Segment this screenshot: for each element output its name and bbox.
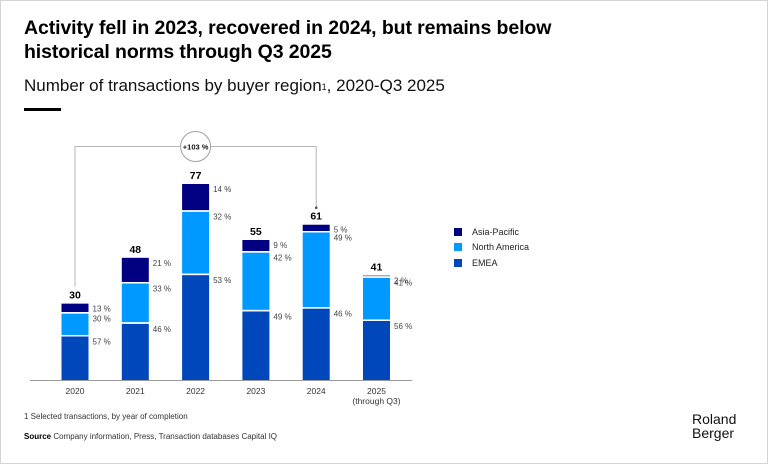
footnote-marker: 1 — [321, 82, 327, 92]
x-tick-label-2022: 2022 — [186, 386, 205, 396]
pct-label-emea-2023: 49 % — [273, 312, 291, 321]
roland-berger-logo: Roland Berger — [692, 412, 736, 440]
bar-segment-emea-2025 — [363, 320, 390, 380]
logo-line-2: Berger — [692, 425, 735, 441]
pct-label-north-america-2023: 42 % — [273, 254, 291, 263]
bar-segment-north-america-2022 — [182, 211, 210, 274]
pct-label-emea-2025: 56 % — [394, 322, 412, 331]
bar-segment-asia-pacific-2020 — [61, 303, 89, 313]
bar-segment-emea-2024 — [302, 308, 330, 380]
source-label: Source — [24, 432, 52, 441]
growth-badge-label: +103 % — [183, 143, 209, 152]
legend-swatch-emea — [454, 258, 462, 267]
pct-label-north-america-2022: 32 % — [213, 213, 231, 222]
pct-label-asia-pacific-2020: 13 % — [93, 305, 111, 314]
chart-title: Activity fell in 2023, recovered in 2024… — [24, 17, 552, 63]
bar-segment-asia-pacific-2022 — [182, 184, 210, 211]
pct-label-north-america-2025: 41 % — [394, 279, 412, 288]
legend-swatch-north-america — [454, 243, 462, 252]
x-tick-label-2025: 2025 — [367, 386, 386, 396]
pct-label-emea-2021: 46 % — [153, 325, 171, 334]
subtitle-text: Number of transactions by buyer region — [24, 76, 322, 95]
bar-segment-north-america-2025 — [363, 277, 390, 320]
legend-label-north-america: North America — [472, 242, 530, 253]
total-label-2023: 55 — [250, 226, 262, 238]
legend-label-asia-pacific: Asia-Pacific — [472, 226, 520, 237]
growth-arrow-head — [314, 206, 318, 210]
pct-label-north-america-2020: 30 % — [93, 315, 111, 324]
pct-label-asia-pacific-2025: 2 % — [394, 277, 408, 286]
pct-label-emea-2022: 53 % — [213, 276, 231, 285]
pct-label-emea-2024: 46 % — [334, 310, 352, 319]
bar-segment-north-america-2023 — [242, 252, 270, 310]
bar-segment-north-america-2020 — [61, 313, 89, 335]
bar-segment-emea-2020 — [61, 336, 89, 380]
legend: Asia-Pacific North America EMEA — [454, 224, 529, 271]
bar-segment-asia-pacific-2025 — [363, 275, 390, 277]
title-accent-rule — [24, 108, 61, 111]
bar-segment-asia-pacific-2024 — [302, 224, 330, 231]
bar-segment-emea-2021 — [121, 323, 149, 380]
legend-item-emea: EMEA — [454, 255, 529, 271]
footnote: 1 Selected transactions, by year of comp… — [24, 412, 188, 421]
source-note: Source Company information, Press, Trans… — [24, 432, 277, 441]
x-tick-label-2023: 2023 — [246, 386, 265, 396]
legend-item-asia-pacific: Asia-Pacific — [454, 224, 529, 240]
bar-segment-emea-2022 — [182, 275, 210, 380]
pct-label-asia-pacific-2024: 5 % — [334, 226, 348, 235]
subtitle-suffix: , 2020-Q3 2025 — [326, 76, 445, 95]
growth-badge-circle — [180, 131, 212, 162]
bar-segment-north-america-2021 — [121, 283, 149, 323]
source-text: Company information, Press, Transaction … — [53, 432, 278, 441]
bar-segment-north-america-2024 — [302, 232, 330, 308]
legend-swatch-asia-pacific — [454, 227, 462, 236]
pct-label-emea-2020: 57 % — [93, 337, 111, 346]
legend-item-north-america: North America — [454, 240, 529, 256]
total-label-2021: 48 — [129, 244, 141, 256]
pct-label-asia-pacific-2021: 21 % — [153, 259, 171, 268]
bar-segment-emea-2023 — [242, 311, 270, 380]
x-tick-label-2024: 2024 — [307, 386, 326, 396]
pct-label-asia-pacific-2022: 14 % — [213, 185, 231, 194]
logo-line-1: Roland — [692, 411, 737, 427]
total-label-2025: 41 — [371, 262, 383, 274]
x-tick-label-2025-sub: (through Q3) — [352, 396, 400, 406]
x-tick-label-2020: 2020 — [66, 386, 85, 396]
bar-segment-asia-pacific-2021 — [121, 257, 149, 282]
x-tick-label-2021: 2021 — [126, 386, 145, 396]
legend-label-emea: EMEA — [472, 257, 498, 268]
pct-label-north-america-2024: 49 % — [334, 233, 352, 242]
total-label-2020: 30 — [69, 290, 81, 302]
pct-label-north-america-2021: 33 % — [153, 284, 171, 293]
bar-segment-asia-pacific-2023 — [242, 240, 270, 252]
chart-subtitle: Number of transactions by buyer region1,… — [24, 76, 445, 96]
total-label-2022: 77 — [190, 170, 202, 182]
pct-label-asia-pacific-2023: 9 % — [273, 241, 287, 250]
total-label-2024: 61 — [310, 211, 322, 223]
